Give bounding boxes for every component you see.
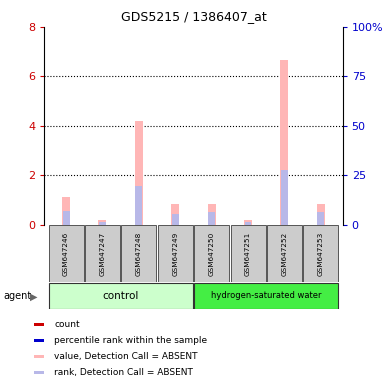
Text: GSM647249: GSM647249 (172, 231, 178, 276)
FancyBboxPatch shape (194, 283, 338, 309)
Bar (99, 222, 106, 225)
Bar (171, 204, 179, 225)
Bar (244, 222, 251, 225)
Bar (34, 371, 44, 374)
Text: agent: agent (3, 291, 31, 301)
Bar (172, 214, 179, 225)
Text: ▶: ▶ (30, 291, 38, 301)
Bar (63, 211, 70, 225)
Bar (34, 323, 44, 326)
Text: hydrogen-saturated water: hydrogen-saturated water (211, 291, 321, 300)
Bar (317, 212, 324, 225)
Bar (208, 212, 215, 225)
FancyBboxPatch shape (49, 225, 84, 282)
FancyBboxPatch shape (194, 225, 229, 282)
Text: percentile rank within the sample: percentile rank within the sample (54, 336, 208, 345)
Bar (281, 170, 288, 225)
Text: control: control (102, 291, 139, 301)
Bar (208, 204, 216, 225)
Bar (136, 186, 142, 225)
Bar (280, 60, 288, 225)
FancyBboxPatch shape (85, 225, 120, 282)
Bar (317, 204, 325, 225)
Bar (34, 355, 44, 358)
FancyBboxPatch shape (303, 225, 338, 282)
Text: value, Detection Call = ABSENT: value, Detection Call = ABSENT (54, 352, 198, 361)
FancyBboxPatch shape (158, 225, 193, 282)
Text: GSM647252: GSM647252 (281, 231, 288, 276)
Bar (244, 220, 252, 225)
Text: rank, Detection Call = ABSENT: rank, Detection Call = ABSENT (54, 368, 193, 377)
FancyBboxPatch shape (121, 225, 156, 282)
Title: GDS5215 / 1386407_at: GDS5215 / 1386407_at (121, 10, 266, 23)
FancyBboxPatch shape (267, 225, 302, 282)
Bar (99, 220, 107, 225)
Text: count: count (54, 319, 80, 329)
Text: GSM647253: GSM647253 (318, 231, 324, 276)
Text: GSM647250: GSM647250 (209, 231, 215, 276)
Bar (62, 197, 70, 225)
Text: GSM647248: GSM647248 (136, 231, 142, 276)
Text: GSM647246: GSM647246 (63, 231, 69, 276)
Bar (34, 339, 44, 342)
FancyBboxPatch shape (231, 225, 266, 282)
Text: GSM647251: GSM647251 (245, 231, 251, 276)
FancyBboxPatch shape (49, 283, 193, 309)
Text: GSM647247: GSM647247 (99, 231, 105, 276)
Bar (135, 121, 143, 225)
